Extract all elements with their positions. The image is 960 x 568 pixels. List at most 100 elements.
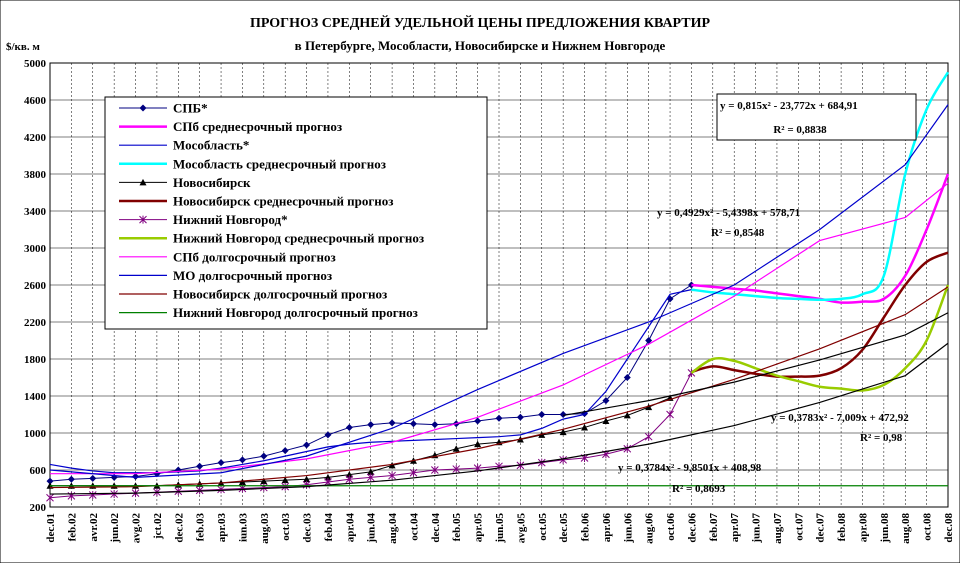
y-tick-label: 4600 (24, 95, 47, 107)
data-point (281, 482, 290, 491)
x-tick-label: oct.03 (280, 513, 292, 541)
x-tick-label: jun.04 (366, 513, 378, 544)
data-point (623, 411, 631, 419)
chart-title: ПРОГНОЗ СРЕДНЕЙ УДЕЛЬНОЙ ЦЕНЫ ПРЕДЛОЖЕНИ… (250, 14, 711, 31)
data-point (88, 490, 97, 499)
data-point (623, 444, 632, 453)
data-point (559, 455, 567, 464)
data-point (495, 414, 503, 422)
y-tick-label: 1000 (24, 428, 47, 440)
x-tick-label: iun.03 (237, 513, 249, 543)
y-tick-label: 3000 (24, 243, 47, 255)
x-tick-label: dec.07 (815, 513, 827, 543)
x-tick-label: apr.04 (344, 513, 356, 543)
legend-label: Новосибирск долгосрочный прогноз (173, 287, 387, 302)
legend-entry: Мособласть среднесрочный прогноз (119, 156, 386, 171)
data-point (139, 178, 147, 186)
series-line (691, 251, 949, 379)
equation-label: y = 0,3784x² - 9,8501x + 408,98 (618, 462, 762, 474)
data-point (452, 465, 461, 474)
data-point (324, 431, 332, 439)
x-tick-label: dec.08 (943, 513, 955, 543)
data-point (139, 104, 147, 112)
x-tick-label: feb.06 (580, 513, 592, 542)
x-tick-label: feb.02 (66, 513, 78, 542)
x-tick-label: jun.07 (751, 513, 763, 544)
x-tick-label: avg.05 (515, 513, 527, 544)
equation-label: R² = 0,8693 (672, 483, 726, 495)
legend: СПБ* СПб среднесрочный прогноз Мособласть*… (104, 96, 488, 330)
data-point (46, 493, 54, 502)
y-tick-label: 1400 (24, 391, 47, 403)
data-point (602, 417, 610, 424)
x-tick-label: oct.05 (537, 513, 549, 541)
legend-entry: СПБ* (119, 101, 208, 116)
legend-label: Нижний Новгород долгосрочный прогноз (173, 305, 418, 320)
x-tick-label: apr.07 (729, 513, 741, 543)
series-line (49, 342, 949, 495)
data-point (559, 411, 567, 418)
series-line (563, 312, 949, 417)
y-tick-label: 3400 (24, 206, 47, 218)
x-tick-label: dec.01 (45, 513, 57, 543)
x-tick-label: avg.02 (131, 513, 143, 544)
y-tick-label: 3800 (24, 169, 47, 181)
data-point (452, 445, 460, 452)
series-line (690, 284, 950, 392)
data-point (217, 485, 225, 494)
data-point (281, 447, 289, 455)
x-tick-label: oct.04 (408, 513, 420, 541)
legend-label: СПБ* (173, 101, 208, 116)
y-tick-label: 1800 (24, 354, 47, 366)
legend-label: Мособласть* (173, 138, 249, 153)
y-tick-label: 600 (30, 465, 47, 477)
equation-label: y = 0,4929x² - 5,4398x + 578,71 (657, 207, 800, 219)
data-point (238, 456, 246, 464)
x-tick-label: feb.05 (451, 513, 463, 542)
x-tick-label: feb.08 (836, 513, 848, 542)
x-tick-label: oct.08 (922, 513, 934, 541)
series-9 (50, 182, 949, 475)
x-tick-label: jun.05 (494, 513, 506, 544)
legend-label: СПб долгосрочный прогноз (173, 249, 336, 264)
data-point (324, 473, 332, 481)
x-tick-label: jct.02 (152, 513, 164, 540)
series-13 (49, 342, 949, 495)
y-tick-label: 200 (30, 502, 47, 514)
x-tick-label: feb.07 (708, 513, 720, 542)
data-point (345, 471, 353, 478)
x-tick-label: avr.02 (88, 513, 100, 542)
data-point (623, 374, 631, 381)
data-point (645, 337, 653, 344)
equation-label: R² = 0,8548 (711, 227, 765, 239)
series-layer (46, 71, 950, 502)
data-point (409, 420, 417, 428)
x-tick-label: dec.03 (302, 513, 314, 543)
x-tick-label: feb.03 (195, 513, 207, 542)
data-point (474, 417, 482, 425)
data-point (388, 461, 396, 469)
legend-entry: Новосибирск долгосрочный прогноз (119, 287, 387, 302)
data-point (602, 397, 610, 405)
series-6 (691, 251, 949, 379)
x-tick-label: aug.04 (387, 513, 399, 544)
x-tick-label: jun.06 (622, 513, 634, 544)
legend-label: Новосибирск среднесрочный прогноз (173, 194, 394, 209)
legend-label: Нижний Новгород среднесрочный прогноз (173, 231, 424, 246)
data-point (367, 421, 375, 429)
data-point (303, 475, 311, 483)
x-tick-label: jun.08 (879, 513, 891, 544)
data-point (474, 440, 482, 448)
data-point (645, 403, 653, 411)
data-point (431, 421, 439, 429)
equation-box (716, 93, 917, 141)
data-point (516, 413, 524, 421)
legend-label: Новосибирск (173, 175, 251, 190)
data-point (537, 458, 546, 467)
series-line (49, 286, 949, 489)
data-point (46, 477, 54, 485)
x-tick-label: apr.05 (473, 513, 485, 543)
data-point (666, 410, 674, 419)
data-point (89, 474, 97, 482)
legend-label: СПб среднесрочный прогноз (173, 119, 342, 134)
